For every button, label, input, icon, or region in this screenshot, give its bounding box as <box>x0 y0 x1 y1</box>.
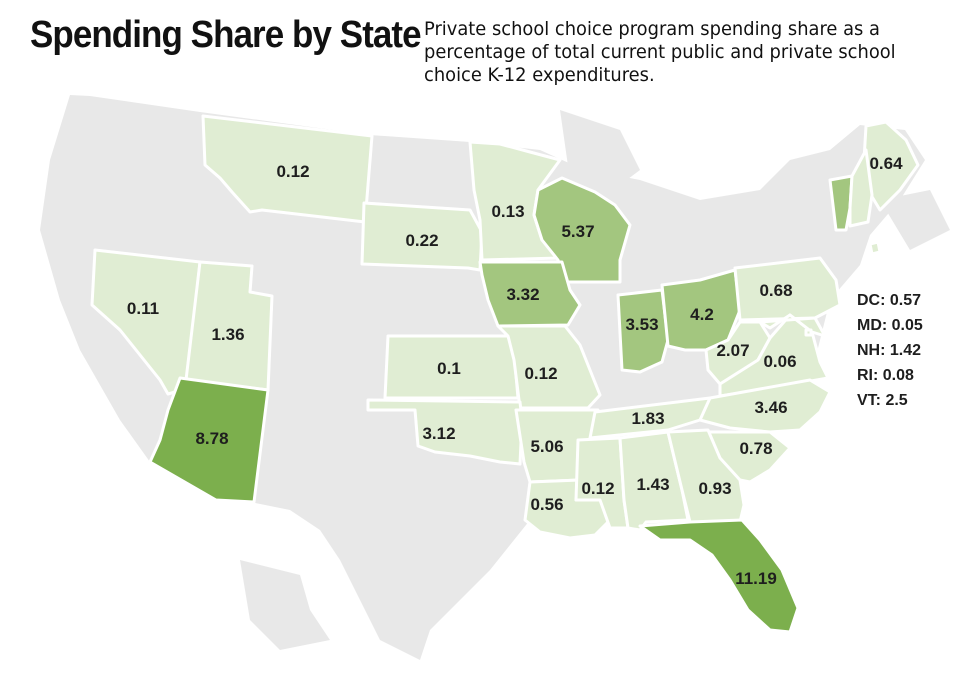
state-WI <box>532 176 632 284</box>
state-MO <box>496 324 602 410</box>
label-ME: 0.64 <box>869 154 903 173</box>
label-WV: 2.07 <box>716 341 749 360</box>
state-NH <box>848 148 874 228</box>
label-MN: 0.13 <box>491 202 524 221</box>
label-OH: 4.2 <box>690 305 714 324</box>
label-MS: 0.12 <box>581 479 614 498</box>
state-NC <box>698 378 832 434</box>
side-item-dc: DC: 0.57 <box>857 292 922 309</box>
label-TN: 1.83 <box>631 409 664 428</box>
state-RI <box>868 240 882 256</box>
label-SD: 0.22 <box>405 231 438 250</box>
label-MO: 0.12 <box>524 364 557 383</box>
state-AZ <box>148 376 270 504</box>
label-AR: 5.06 <box>530 437 563 456</box>
map-subtitle: Private school choice program spending s… <box>424 18 896 86</box>
side-item-md: MD: 0.05 <box>857 317 923 334</box>
state-shapes <box>90 114 920 634</box>
label-VA: 0.06 <box>763 352 796 371</box>
label-FL: 11.19 <box>735 569 777 588</box>
label-IA: 3.32 <box>506 285 539 304</box>
state-IA <box>478 260 582 328</box>
label-KS: 0.1 <box>437 359 461 378</box>
state-FL <box>638 518 800 634</box>
label-AL: 1.43 <box>636 475 669 494</box>
map-title: Spending Share by State <box>30 14 422 56</box>
label-NV: 0.11 <box>127 299 159 318</box>
small-states-list: DC: 0.57 MD: 0.05 NH: 1.42 RI: 0.08 VT: … <box>857 288 923 413</box>
side-item-vt: VT: 2.5 <box>857 392 908 409</box>
label-MT: 0.12 <box>276 162 309 181</box>
state-DC <box>804 328 813 337</box>
label-WI: 5.37 <box>561 222 594 241</box>
state-MT <box>201 114 374 224</box>
side-item-ri: RI: 0.08 <box>857 367 914 384</box>
label-OK: 3.12 <box>422 424 455 443</box>
label-UT: 1.36 <box>211 325 244 344</box>
state-GA <box>666 428 746 524</box>
state-value-labels: 0.12 0.22 0.13 5.37 0.64 0.11 1.36 3.32 … <box>127 154 903 588</box>
label-GA: 0.93 <box>698 479 731 498</box>
label-PA: 0.68 <box>759 281 792 300</box>
side-item-nh: NH: 1.42 <box>857 342 922 359</box>
label-IN: 3.53 <box>625 315 658 334</box>
label-SC: 0.78 <box>739 439 772 458</box>
state-PA <box>733 256 842 322</box>
label-LA: 0.56 <box>530 495 563 514</box>
label-NC: 3.46 <box>754 398 787 417</box>
label-AZ: 8.78 <box>195 429 228 448</box>
state-VT <box>828 174 854 232</box>
